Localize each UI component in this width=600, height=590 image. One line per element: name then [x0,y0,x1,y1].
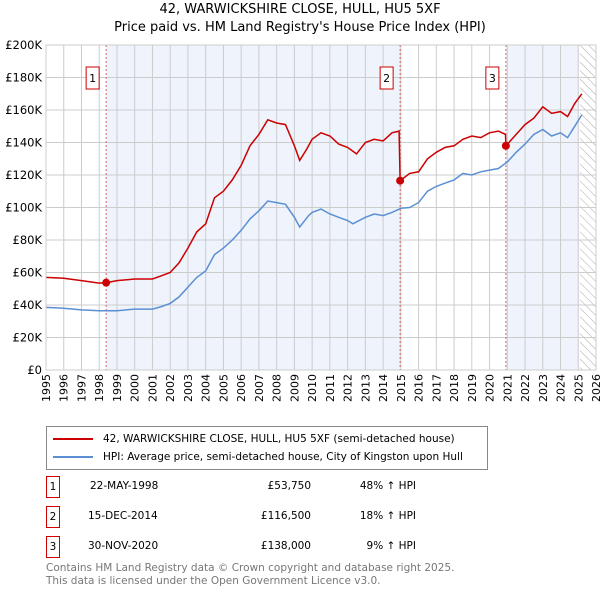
y-tick-label: £120K [5,168,42,182]
chart-plot: 1995 1996 1997 1998 1999 2000 2001 2002 2003 2004… [5,38,600,402]
x-tick-label: 2025 [572,374,585,402]
sale-point [102,278,111,287]
legend-label: 42, WARWICKSHIRE CLOSE, HULL, HU5 5XF (s… [103,433,455,445]
x-tick-label: 1998 [93,374,106,402]
footer-copyright: Contains HM Land Registry data © Crown c… [46,562,455,574]
x-tick-label: 1995 [40,374,53,402]
x-tick-label: 2012 [342,374,355,402]
x-tick-label: 1996 [58,374,71,402]
sale-point [501,141,510,150]
legend-item-property: 42, WARWICKSHIRE CLOSE, HULL, HU5 5XF (s… [53,431,455,447]
x-tick-label: 2024 [555,374,568,402]
sale-label-box [485,66,500,90]
x-tick-label: 2019 [466,374,479,402]
sale-label: 1 [89,72,96,85]
x-tick-label: 1997 [75,374,88,402]
sale-badge: 2 [46,506,60,528]
legend: 42, WARWICKSHIRE CLOSE, HULL, HU5 5XF (s… [46,426,488,470]
y-tick-label: £0 [27,363,42,377]
y-tick-label: £100K [5,201,42,215]
sale-delta: 48% ↑ HPI [359,480,416,492]
series-line [45,114,583,312]
x-tick-label: 2018 [448,374,461,402]
x-tick-label: 2021 [501,374,514,402]
sale-point [396,176,405,185]
y-tick-label: £40K [13,298,43,312]
y-tick-label: £140K [5,136,42,150]
sale-row: 1 22-MAY-1998 £53,750 48% ↑ HPI [46,476,446,500]
x-tick-label: 2004 [200,374,213,402]
x-tick-label: 2008 [271,374,284,402]
series-line [45,93,583,284]
x-tick-label: 2013 [359,374,372,402]
sale-label-box [85,66,100,90]
legend-label: HPI: Average price, semi-detached house,… [103,451,463,463]
sale-badge: 1 [46,476,60,498]
sale-row: 2 15-DEC-2014 £116,500 18% ↑ HPI [46,506,446,530]
y-tick-label: £20K [13,331,43,345]
footer-licence: This data is licensed under the Open Gov… [46,575,381,587]
legend-swatch-blue [53,456,93,458]
x-tick-label: 2010 [306,374,319,402]
sale-date: 22-MAY-1998 [90,480,159,492]
sale-delta: 9% ↑ HPI [366,540,416,552]
sale-row: 3 30-NOV-2020 £138,000 9% ↑ HPI [46,536,446,560]
y-tick-label: £80K [13,233,43,247]
sale-date: 15-DEC-2014 [88,510,158,522]
x-tick-label: 2016 [413,374,426,402]
x-tick-label: 2026 [590,374,600,402]
x-tick-label: 2017 [430,374,443,402]
y-tick-label: £180K [5,71,42,85]
sale-label: 2 [383,72,390,85]
sale-price: £53,750 [267,480,311,492]
x-tick-label: 2000 [129,374,142,402]
sale-label: 3 [489,72,496,85]
sale-price: £116,500 [260,510,311,522]
sale-price: £138,000 [260,540,311,552]
x-tick-label: 2011 [324,374,337,402]
chart-subtitle: Price paid vs. HM Land Registry's House … [114,20,486,35]
x-tick-label: 2007 [253,374,266,402]
sale-badge: 3 [46,536,60,558]
x-tick-label: 2009 [288,374,301,402]
x-tick-label: 2001 [146,374,159,402]
x-tick-label: 2005 [217,374,230,402]
x-tick-label: 1999 [111,374,124,402]
y-tick-label: £60K [13,266,43,280]
plot-border [45,44,597,371]
legend-swatch-red [53,438,93,440]
x-tick-label: 2002 [164,374,177,402]
sale-date: 30-NOV-2020 [88,540,159,552]
y-tick-label: £160K [5,103,42,117]
chart-title: 42, WARWICKSHIRE CLOSE, HULL, HU5 5XF [159,2,441,17]
sale-label-box [379,66,394,90]
x-tick-label: 2014 [377,374,390,402]
x-tick-label: 2015 [395,374,408,402]
x-tick-label: 2006 [235,374,248,402]
y-tick-label: £200K [5,38,42,52]
legend-item-hpi: HPI: Average price, semi-detached house,… [53,449,463,465]
x-tick-label: 2020 [484,374,497,402]
sale-delta: 18% ↑ HPI [359,510,416,522]
x-tick-label: 2022 [519,374,532,402]
x-tick-label: 2003 [182,374,195,402]
x-tick-label: 2023 [537,374,550,402]
